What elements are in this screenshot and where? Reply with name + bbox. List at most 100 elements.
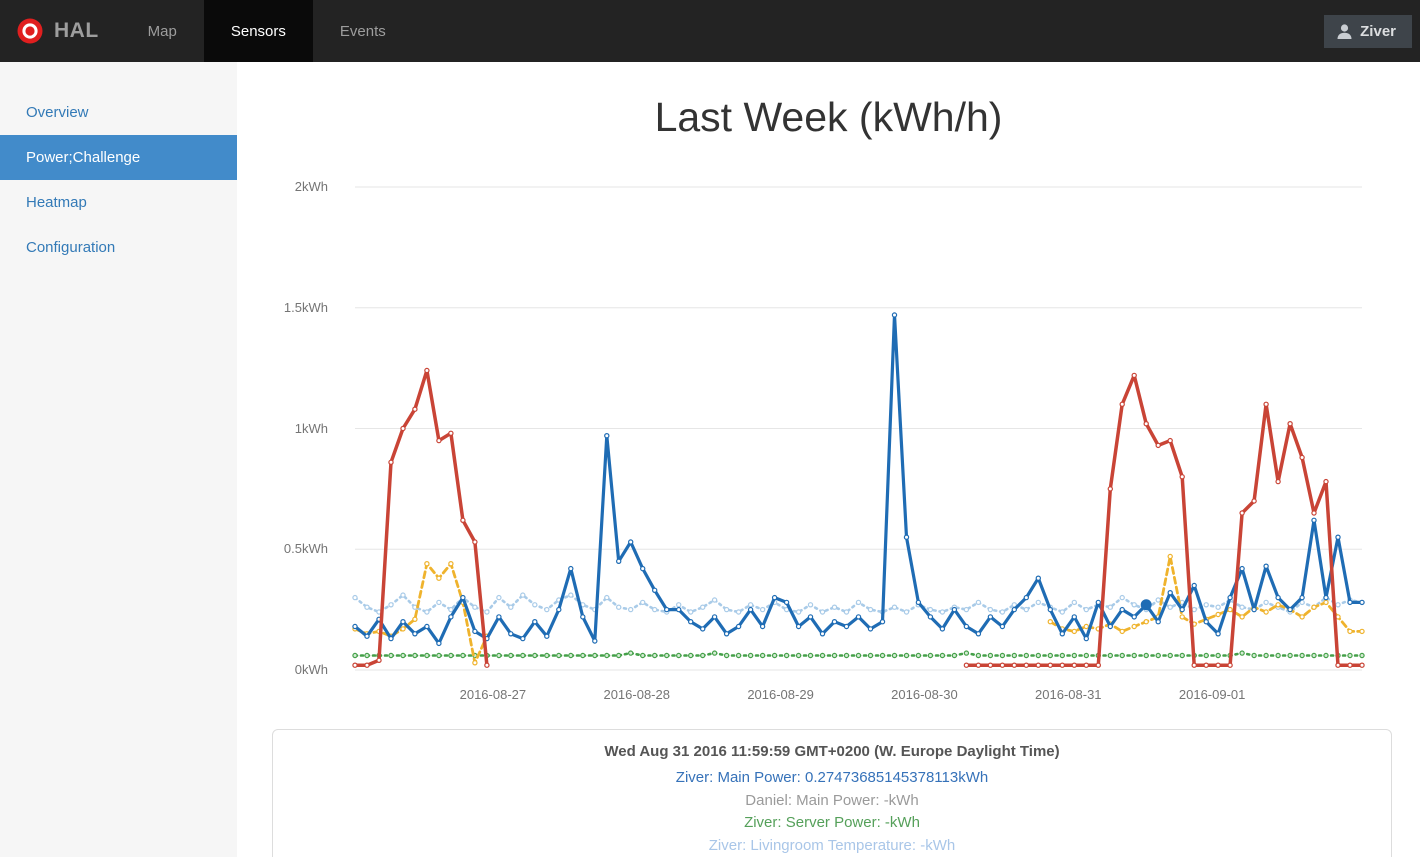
data-point-marker[interactable] [1179,652,1185,659]
data-point-marker[interactable] [1107,604,1114,610]
data-point-marker[interactable] [1083,662,1090,668]
data-point-marker[interactable] [352,623,358,630]
data-point-marker[interactable] [484,662,490,668]
data-point-marker[interactable] [1203,602,1209,608]
data-point-marker[interactable] [1071,599,1078,606]
data-point-marker[interactable] [1143,619,1149,625]
data-point-marker[interactable] [1083,635,1090,642]
data-point-marker[interactable] [831,619,838,625]
data-point-marker[interactable] [556,652,562,659]
data-point-marker[interactable] [783,652,790,659]
data-point-marker[interactable] [807,602,814,608]
data-point-marker[interactable] [819,631,826,637]
data-point-marker[interactable] [1287,606,1293,613]
data-point-marker[interactable] [1251,498,1257,504]
data-point-marker[interactable] [855,652,862,659]
data-point-marker[interactable] [1035,575,1042,581]
data-point-marker[interactable] [1059,652,1066,659]
data-point-marker[interactable] [364,633,370,639]
data-point-marker[interactable] [759,623,766,630]
brand[interactable]: HAL [0,0,121,62]
data-point-marker[interactable] [472,539,478,545]
data-point-marker[interactable] [676,652,682,659]
data-point-marker[interactable] [532,602,538,608]
data-point-marker[interactable] [759,606,766,613]
data-point-marker[interactable] [616,604,622,610]
data-point-marker[interactable] [1071,652,1078,659]
data-point-marker[interactable] [448,652,454,659]
data-point-marker[interactable] [1359,628,1365,635]
data-point-marker[interactable] [1311,510,1317,516]
data-point-marker[interactable] [580,614,586,620]
data-point-marker[interactable] [807,652,814,659]
data-point-marker[interactable] [1131,652,1137,659]
data-point-marker[interactable] [580,652,586,659]
data-point-marker[interactable] [1083,623,1090,630]
data-point-marker[interactable] [616,558,622,564]
data-point-marker[interactable] [723,631,730,637]
data-point-marker[interactable] [855,599,862,606]
data-point-marker[interactable] [1323,599,1329,606]
data-point-marker[interactable] [1179,606,1185,613]
data-point-marker[interactable] [747,606,754,613]
data-point-marker[interactable] [448,430,454,436]
data-point-marker[interactable] [472,628,478,635]
data-point-marker[interactable] [700,626,706,632]
data-point-marker[interactable] [688,609,694,615]
data-point-marker[interactable] [1191,582,1197,589]
data-point-marker[interactable] [711,650,718,656]
data-point-marker[interactable] [1023,594,1030,601]
data-point-marker[interactable] [1227,594,1233,601]
data-point-marker[interactable] [999,623,1006,630]
data-point-marker[interactable] [496,594,502,601]
data-point-marker[interactable] [735,652,742,659]
data-point-marker[interactable] [963,662,970,668]
data-point-marker[interactable] [1215,662,1221,668]
data-point-marker[interactable] [927,652,934,659]
data-point-marker[interactable] [508,652,514,659]
data-point-marker[interactable] [1263,401,1269,407]
data-point-marker[interactable] [1323,478,1329,485]
data-point-marker[interactable] [664,652,670,659]
data-point-marker[interactable] [771,594,778,601]
data-point-marker[interactable] [700,652,706,659]
data-point-marker[interactable] [1167,590,1173,596]
data-point-marker[interactable] [1131,614,1137,620]
data-point-marker[interactable] [1035,662,1042,668]
data-point-marker[interactable] [1047,652,1054,659]
data-point-marker[interactable] [1167,652,1173,659]
data-point-marker[interactable] [376,657,382,663]
data-point-marker[interactable] [879,619,886,625]
data-point-marker[interactable] [1347,599,1353,606]
data-point-marker[interactable] [1335,602,1341,608]
data-point-marker[interactable] [1311,652,1317,659]
data-point-marker[interactable] [1155,442,1161,449]
data-point-marker[interactable] [891,312,898,318]
data-point-marker[interactable] [1143,652,1149,659]
data-point-marker[interactable] [604,432,610,439]
data-point-marker[interactable] [364,652,370,659]
selected-data-point[interactable] [1140,599,1152,611]
data-point-marker[interactable] [364,662,370,668]
data-point-marker[interactable] [783,599,790,606]
data-point-marker[interactable] [1227,662,1233,668]
data-point-marker[interactable] [1131,372,1137,379]
data-point-marker[interactable] [1107,486,1114,492]
data-point-marker[interactable] [1335,534,1341,540]
data-point-marker[interactable] [1131,623,1137,630]
data-point-marker[interactable] [723,652,730,659]
data-point-marker[interactable] [1191,606,1197,613]
data-point-marker[interactable] [807,614,814,620]
data-point-marker[interactable] [819,609,826,615]
data-point-marker[interactable] [604,594,610,601]
data-point-marker[interactable] [424,367,430,374]
data-point-marker[interactable] [460,652,466,659]
data-point-marker[interactable] [388,635,394,642]
data-point-marker[interactable] [1155,619,1161,625]
data-point-marker[interactable] [1119,652,1125,659]
data-point-marker[interactable] [987,606,994,613]
data-point-marker[interactable] [1155,652,1161,659]
sidebar-item-configuration[interactable]: Configuration [26,239,116,256]
data-point-marker[interactable] [532,652,538,659]
data-point-marker[interactable] [1215,611,1221,618]
